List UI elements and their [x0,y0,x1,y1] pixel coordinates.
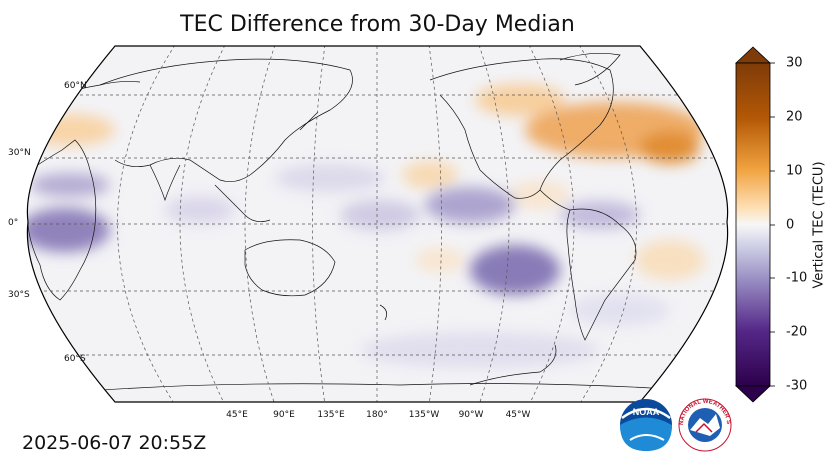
lon-label-135w: 135°W [409,410,440,420]
lon-label-45w: 45°W [506,410,531,420]
chart-title: TEC Difference from 30-Day Median [180,12,575,37]
graticule [27,46,728,402]
lat-label-30s: 30°S [8,290,30,300]
lat-label-0: 0° [8,218,18,228]
colorbar-tick-neg30: -30 [786,378,808,394]
tec-map [27,46,728,402]
lon-label-135e: 135°E [317,410,345,420]
colorbar-gradient [735,62,771,387]
lon-label-45e: 45°E [226,410,248,420]
lat-label-60s: 60°S [64,354,86,364]
colorbar-tick-20: 20 [786,109,803,125]
timestamp: 2025-06-07 20:55Z [22,432,207,454]
lat-label-30n: 30°N [8,148,31,158]
colorbar-tick-neg10: -10 [786,270,808,286]
colorbar-extend-min [734,385,772,403]
colorbar-label: Vertical TEC (TECU) [811,161,827,289]
colorbar-tick-30: 30 [786,55,803,71]
colorbar-tick-10: 10 [786,163,803,179]
lat-label-60n: 60°N [64,81,87,91]
lon-labels: 45°E 90°E 135°E 180° 135°W 90°W 45°W [226,410,530,420]
lon-label-90w: 90°W [459,410,484,420]
colorbar-tick-0: 0 [786,217,795,233]
colorbar-tick-marks [770,62,775,387]
colorbar-extend-max [734,46,772,64]
svg-text:NOAA: NOAA [633,407,660,417]
lon-label-180: 180° [366,410,388,420]
lat-labels: 60°N 30°N 0° 30°S 60°S [8,81,87,364]
colorbar-tick-neg20: -20 [786,324,808,340]
colorbar [734,46,775,403]
coastlines [27,53,716,396]
lon-label-90e: 90°E [273,410,295,420]
noaa-logo: NOAA [620,399,672,451]
negative-anomalies [27,164,670,368]
